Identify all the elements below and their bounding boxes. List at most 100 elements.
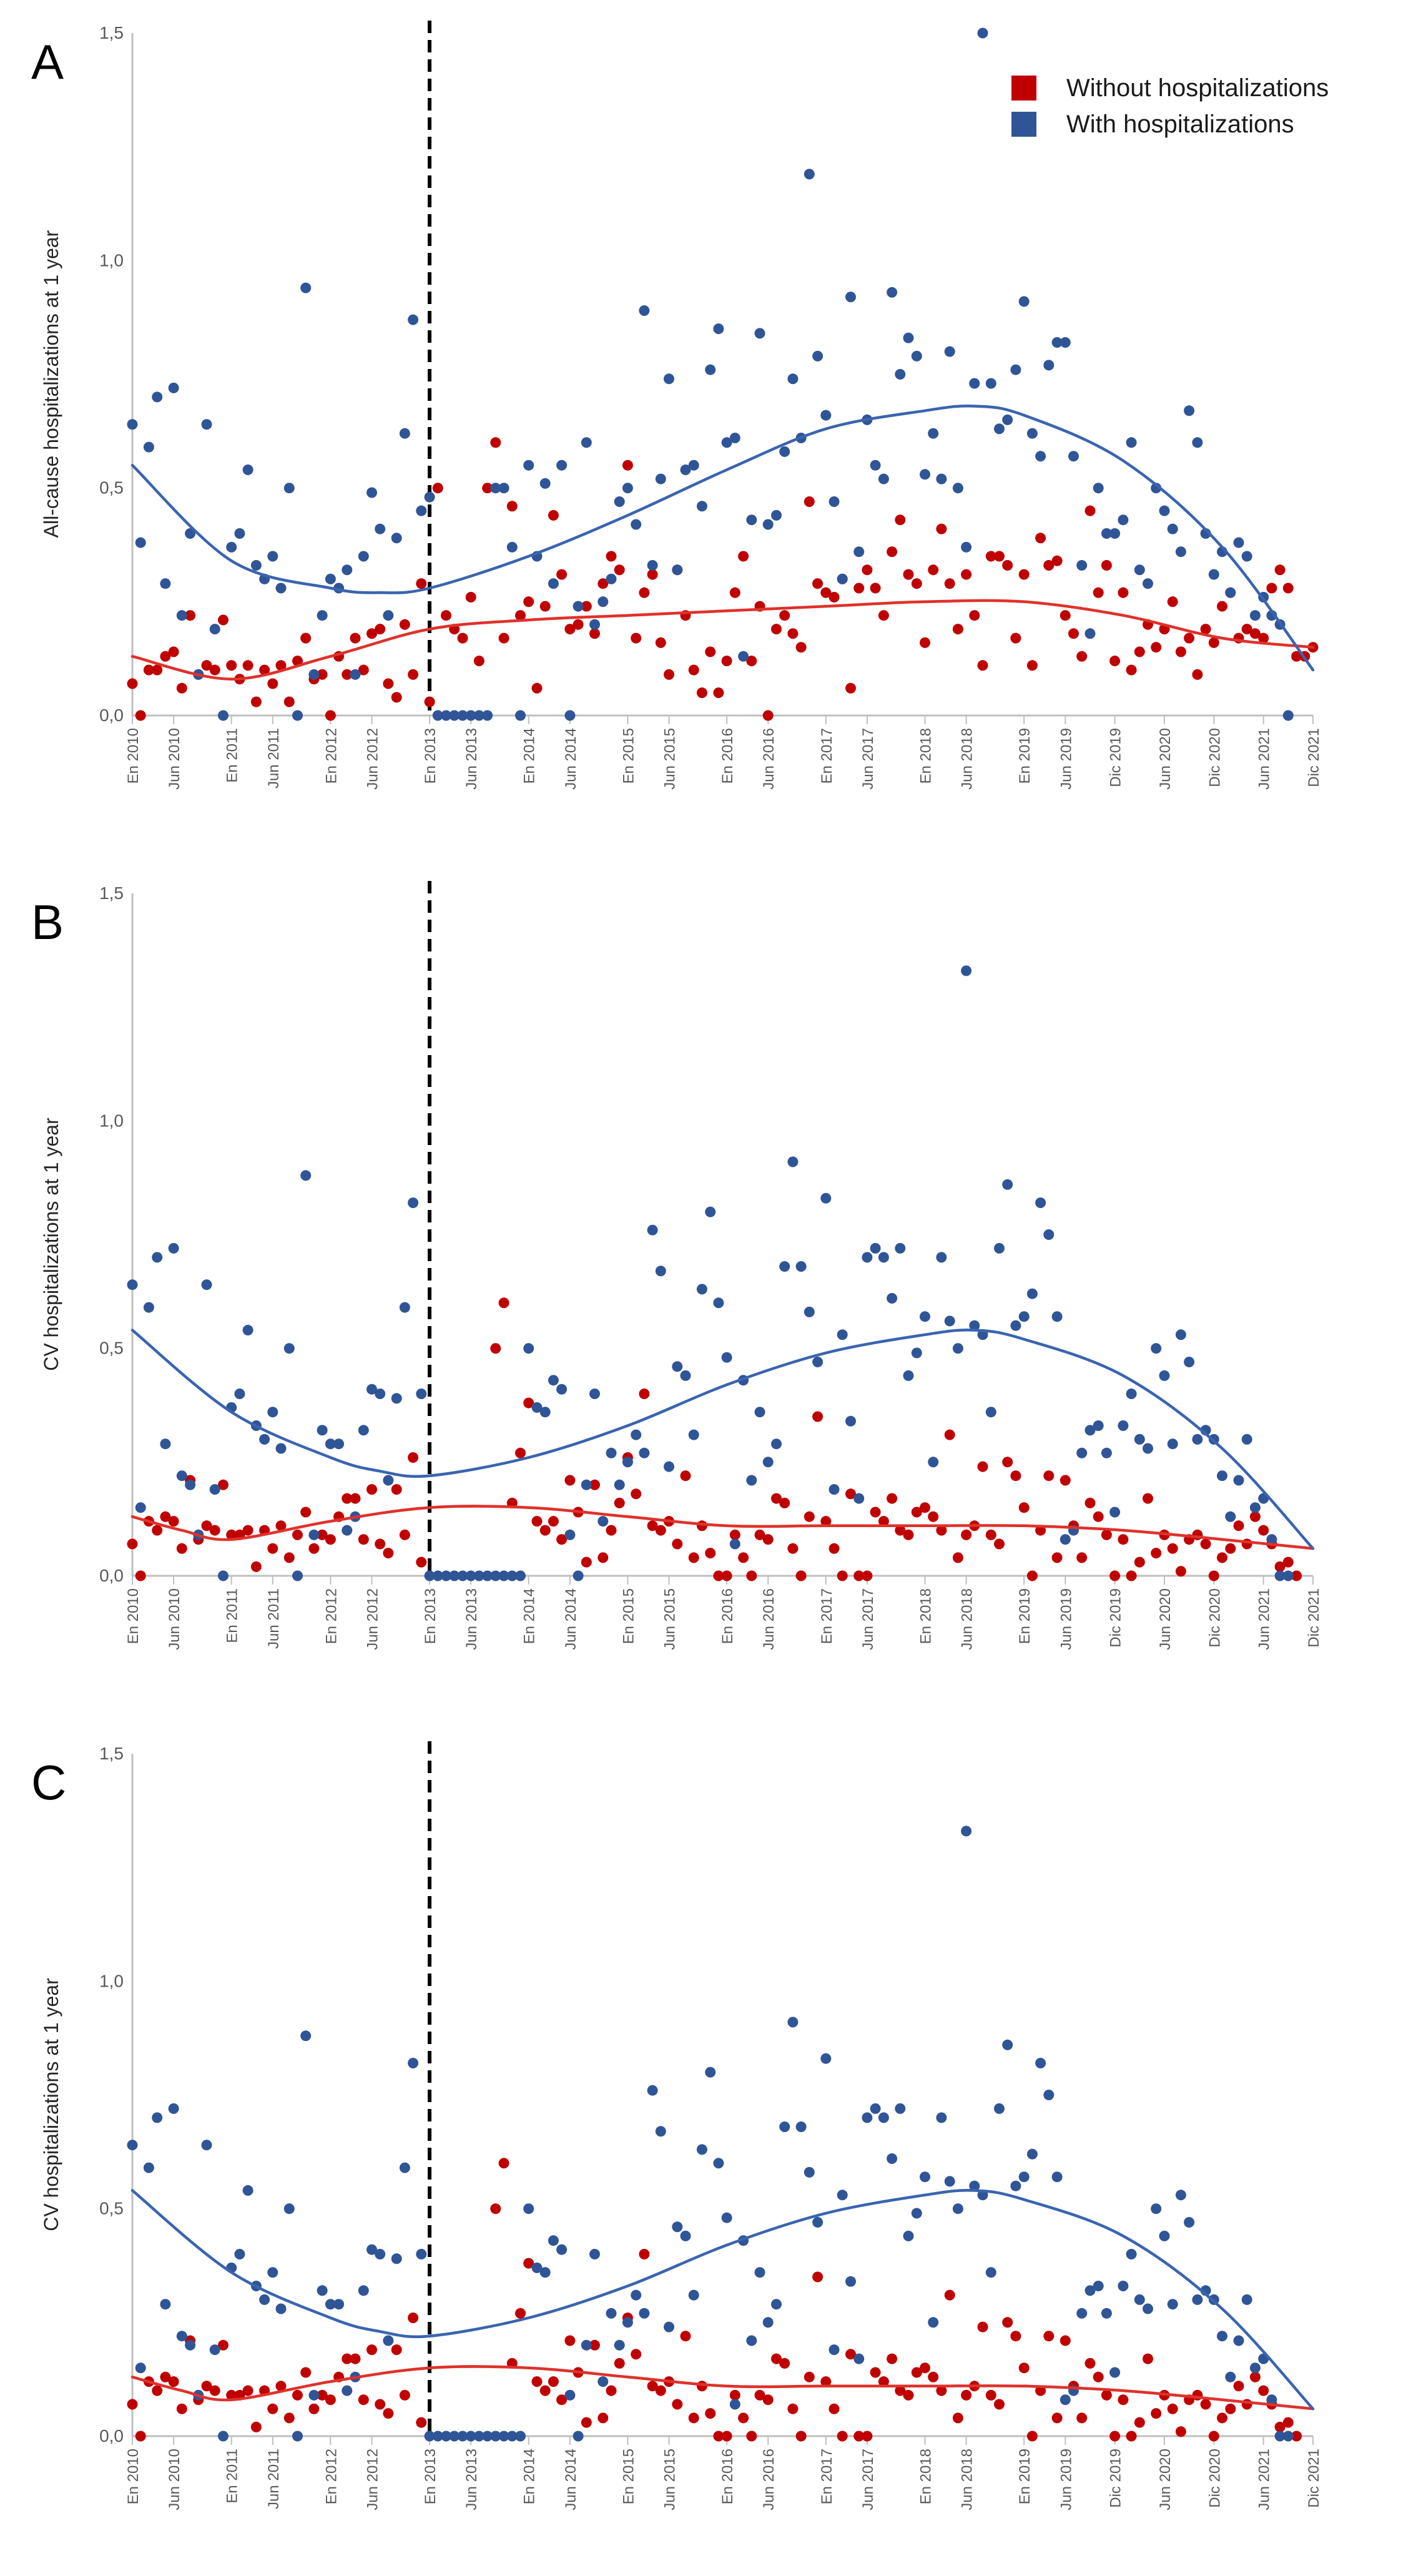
data-point-without [317, 2389, 328, 2401]
data-point-without [696, 687, 707, 699]
data-point-without [713, 1570, 724, 1581]
data-point-without [705, 1548, 716, 1559]
data-point-with [911, 1347, 922, 1359]
data-point-with [424, 491, 435, 503]
x-tick-label: Dic 2021 [1306, 2449, 1322, 2508]
data-point-with [482, 1570, 493, 1581]
data-point-without [1051, 555, 1063, 566]
chart-panel-a: 0,0 0,5 1,0 1,5 En 2010 Jun 2010 En 2011 Jun 20… [0, 0, 1426, 855]
data-point-without [631, 1488, 642, 1500]
data-point-with [506, 1570, 518, 1581]
y-axis-title: All-cause hospitalizations at 1 year [40, 230, 62, 538]
x-tick-label: Jun 2020 [1157, 728, 1174, 790]
x-tick-label: Jun 2017 [860, 1588, 877, 1650]
data-point-with [944, 346, 955, 357]
x-tick-label: Jun 2020 [1157, 1588, 1174, 1650]
data-point-without [936, 1525, 947, 1536]
data-point-without [218, 2339, 229, 2351]
data-point-with [457, 1570, 468, 1581]
data-point-without [581, 601, 592, 612]
data-point-without [1175, 2426, 1186, 2437]
data-point-with [762, 2317, 774, 2328]
data-point-without [787, 1543, 799, 1554]
data-point-without [531, 2376, 543, 2387]
data-point-without [490, 2203, 501, 2215]
data-point-without [176, 682, 187, 694]
data-point-with [449, 2431, 460, 2442]
data-point-with [1143, 2303, 1153, 2314]
data-point-with [936, 1252, 947, 1263]
data-point-with [1076, 560, 1088, 571]
data-point-with [1018, 296, 1030, 307]
data-point-with [1184, 405, 1195, 416]
data-point-with [1167, 1438, 1178, 1450]
data-point-with [259, 1433, 270, 1445]
data-point-without [209, 1525, 220, 1536]
data-point-with [1249, 1502, 1261, 1513]
data-point-without [977, 660, 988, 671]
data-point-with [837, 2190, 848, 2201]
data-point-with [275, 583, 287, 594]
data-point-without [523, 1397, 534, 1408]
x-tick-label: Jun 2017 [860, 2449, 877, 2510]
data-point-without [1200, 2399, 1211, 2410]
data-point-without [1217, 2412, 1227, 2424]
data-point-with [754, 328, 765, 339]
data-point-with [1241, 2294, 1252, 2305]
data-point-with [383, 610, 394, 621]
data-point-with [160, 1438, 171, 1450]
data-point-without [655, 637, 666, 648]
data-point-without [350, 632, 361, 644]
data-point-without [135, 2431, 146, 2442]
data-point-without [961, 569, 972, 580]
data-point-with [581, 1479, 592, 1490]
data-point-with [1026, 1288, 1038, 1299]
data-point-without [1258, 2385, 1269, 2396]
data-point-without [754, 2389, 765, 2401]
data-point-without [1151, 2408, 1162, 2419]
data-point-without [457, 632, 468, 644]
y-tick-label: 0,0 [99, 2426, 124, 2446]
trend-curve-without [130, 1505, 1315, 1550]
data-point-without [242, 1525, 253, 1536]
data-point-with [457, 2431, 468, 2442]
data-point-with [292, 710, 303, 721]
data-point-without [795, 1570, 807, 1581]
data-point-with [300, 282, 312, 293]
x-tick-label: Jun 2017 [860, 728, 877, 790]
data-point-without [127, 678, 138, 689]
data-point-with [531, 1402, 543, 1413]
data-point-with [152, 2112, 163, 2123]
data-point-with [655, 1266, 666, 1277]
data-point-with [498, 2431, 509, 2442]
data-point-with [994, 423, 1005, 435]
data-point-without [639, 587, 650, 598]
data-point-with [762, 1457, 774, 1468]
data-point-with [903, 2230, 914, 2241]
x-tick-label: En 2019 [1016, 2449, 1033, 2504]
data-point-with [820, 2053, 832, 2064]
data-point-with [680, 2230, 691, 2241]
x-tick-label: Jun 2012 [365, 2449, 381, 2510]
data-point-with [795, 2121, 807, 2132]
data-point-without [1143, 2353, 1153, 2364]
data-point-without [639, 1389, 650, 1399]
data-point-with [622, 483, 633, 494]
data-point-without [1010, 2331, 1021, 2342]
data-point-without [506, 501, 518, 512]
data-point-without [631, 632, 642, 644]
data-point-without [721, 656, 732, 667]
data-point-with [1225, 587, 1236, 598]
data-point-without [176, 2403, 187, 2414]
data-point-without [911, 1507, 922, 1518]
data-point-without [1134, 646, 1145, 657]
data-point-without [399, 619, 410, 630]
data-point-with [1035, 2058, 1046, 2068]
data-point-without [1018, 1502, 1030, 1513]
data-point-with [721, 2212, 732, 2223]
data-point-with [597, 1516, 609, 1527]
data-point-with [928, 2317, 939, 2328]
data-point-with [515, 2431, 526, 2442]
data-point-with [539, 1407, 551, 1418]
data-point-with [664, 373, 674, 385]
